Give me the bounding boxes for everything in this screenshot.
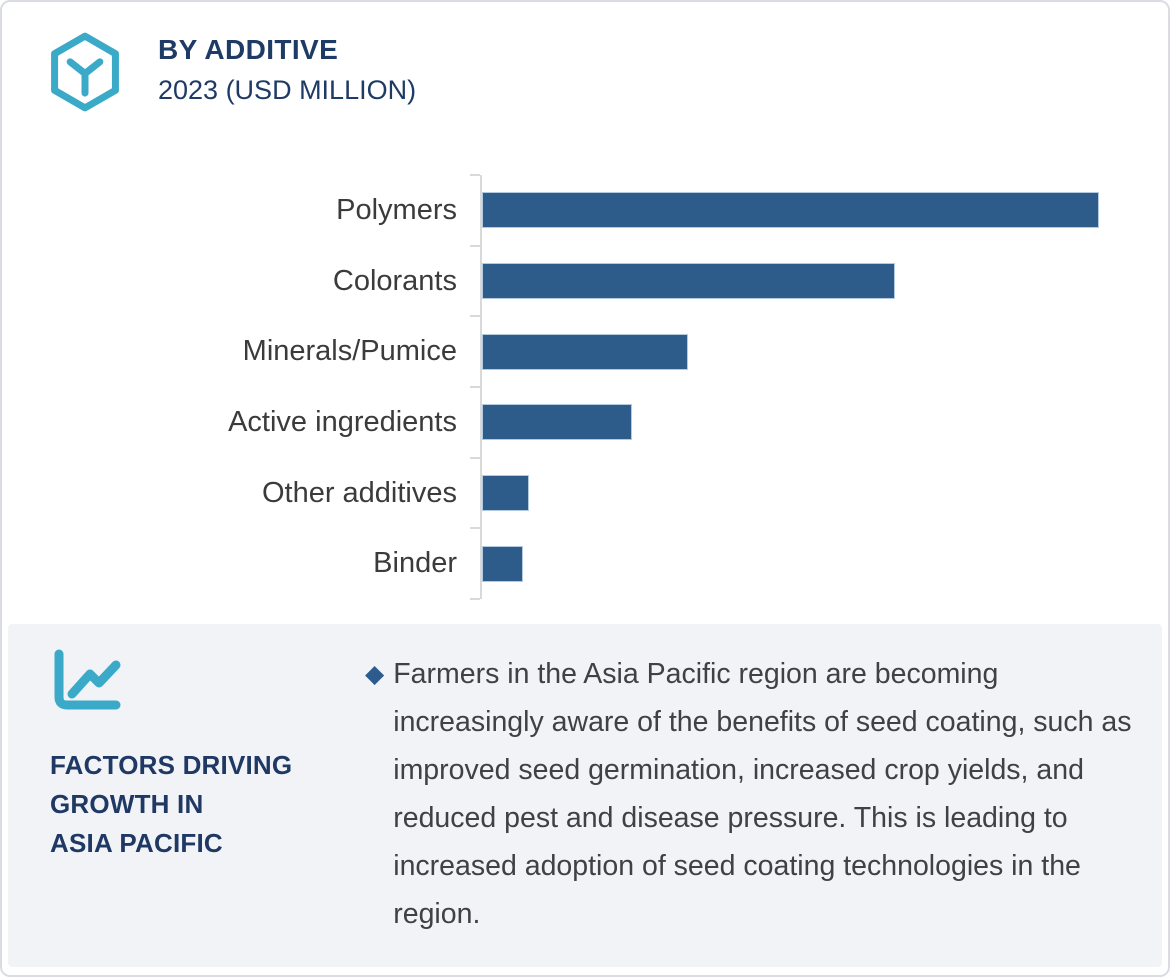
factors-panel: FACTORS DRIVING GROWTH IN ASIA PACIFIC ◆… (8, 624, 1162, 967)
bar-track (470, 174, 1168, 246)
factors-heading-line: FACTORS DRIVING (50, 750, 293, 780)
bar (482, 333, 689, 370)
chart-row: Other additives (2, 456, 1168, 529)
category-label: Other additives (261, 476, 457, 509)
bar-track (470, 244, 1168, 317)
line-chart-icon (54, 649, 121, 710)
chart-row: Polymers (2, 174, 1168, 246)
header: BY ADDITIVE 2023 (USD MILLION) (46, 30, 416, 114)
bar (482, 263, 896, 300)
hexagon-cube-icon (51, 32, 119, 112)
bar-track (470, 527, 1168, 600)
category-label: Active ingredients (228, 405, 457, 438)
category-label: Colorants (332, 264, 457, 297)
bar (482, 475, 529, 512)
bar (482, 192, 1099, 229)
bar (482, 545, 523, 582)
chart-row: Active ingredients (2, 386, 1168, 458)
bar (482, 404, 632, 441)
chart-row: Colorants (2, 244, 1168, 317)
diamond-bullet-icon: ◆ (365, 660, 385, 688)
category-label: Polymers (336, 193, 457, 226)
chart-rows: Polymers Colorants Minerals/Pumice Active i… (2, 174, 1168, 600)
bullet-item: ◆ Farmers in the Asia Pacific region are… (365, 650, 1135, 938)
bar-track (470, 456, 1168, 529)
bar-track (470, 386, 1168, 458)
bullet-text: Farmers in the Asia Pacific region are b… (393, 658, 1132, 930)
factors-heading-line: ASIA PACIFIC (50, 828, 223, 858)
bar-chart: Polymers Colorants Minerals/Pumice Active i… (2, 174, 1168, 600)
chart-row: Minerals/Pumice (2, 315, 1168, 388)
header-text: BY ADDITIVE 2023 (USD MILLION) (158, 30, 416, 106)
chart-title: BY ADDITIVE (158, 34, 339, 65)
category-label: Binder (373, 547, 457, 580)
factors-heading: FACTORS DRIVING GROWTH IN ASIA PACIFIC (50, 746, 292, 863)
factors-heading-line: GROWTH IN (50, 789, 204, 819)
category-label: Minerals/Pumice (242, 335, 457, 368)
chart-subtitle: 2023 (USD MILLION) (158, 75, 417, 105)
chart-row: Binder (2, 527, 1168, 600)
bar-track (470, 315, 1168, 388)
